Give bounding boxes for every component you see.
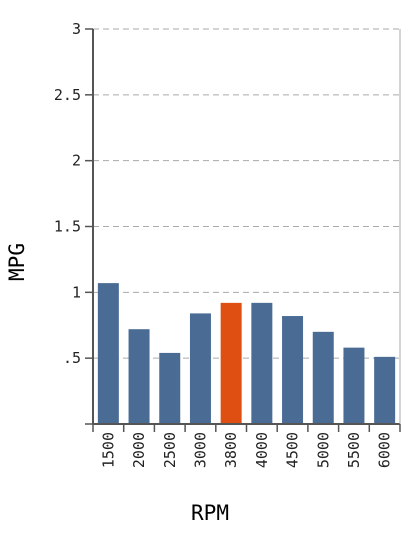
gridlines bbox=[93, 28, 400, 359]
y-axis-title: MPG bbox=[5, 243, 29, 281]
bar-3800 bbox=[220, 302, 242, 424]
bar-5000 bbox=[312, 331, 334, 424]
bars bbox=[97, 283, 396, 424]
x-tick-label: 3000 bbox=[191, 432, 209, 468]
y-tick-label: .5 bbox=[63, 349, 81, 367]
bar-6000 bbox=[374, 356, 396, 424]
y-tick-label: 1 bbox=[72, 283, 81, 301]
x-axis-ticks: 1500 2000 2500 3000 3800 4000 4500 5000 5500 6000 bbox=[92, 424, 401, 468]
x-tick-label: 4500 bbox=[284, 432, 302, 468]
x-tick-label: 5500 bbox=[345, 432, 363, 468]
x-tick-label: 2000 bbox=[130, 432, 148, 468]
x-tick-label: 6000 bbox=[376, 432, 394, 468]
y-tick-label: 3 bbox=[72, 20, 81, 38]
bar-5500 bbox=[343, 347, 365, 424]
x-tick-label: 4000 bbox=[253, 432, 271, 468]
y-tick-label: 1.5 bbox=[54, 218, 81, 236]
bar-3000 bbox=[189, 313, 211, 424]
bar-4000 bbox=[251, 302, 273, 424]
x-tick-label: 1500 bbox=[99, 432, 117, 468]
y-tick-label: 2 bbox=[72, 152, 81, 170]
x-axis-title: RPM bbox=[191, 501, 229, 525]
y-axis-ticks: .5 1 1.5 2 2.5 3 bbox=[54, 20, 93, 425]
x-tick-label: 5000 bbox=[314, 432, 332, 468]
bar-2500 bbox=[159, 352, 181, 424]
y-tick-label: 2.5 bbox=[54, 86, 81, 104]
bar-4500 bbox=[282, 316, 304, 424]
bar-1500 bbox=[97, 283, 119, 424]
x-tick-label: 3800 bbox=[222, 432, 240, 468]
x-tick-label: 2500 bbox=[161, 432, 179, 468]
bar-2000 bbox=[128, 329, 150, 424]
